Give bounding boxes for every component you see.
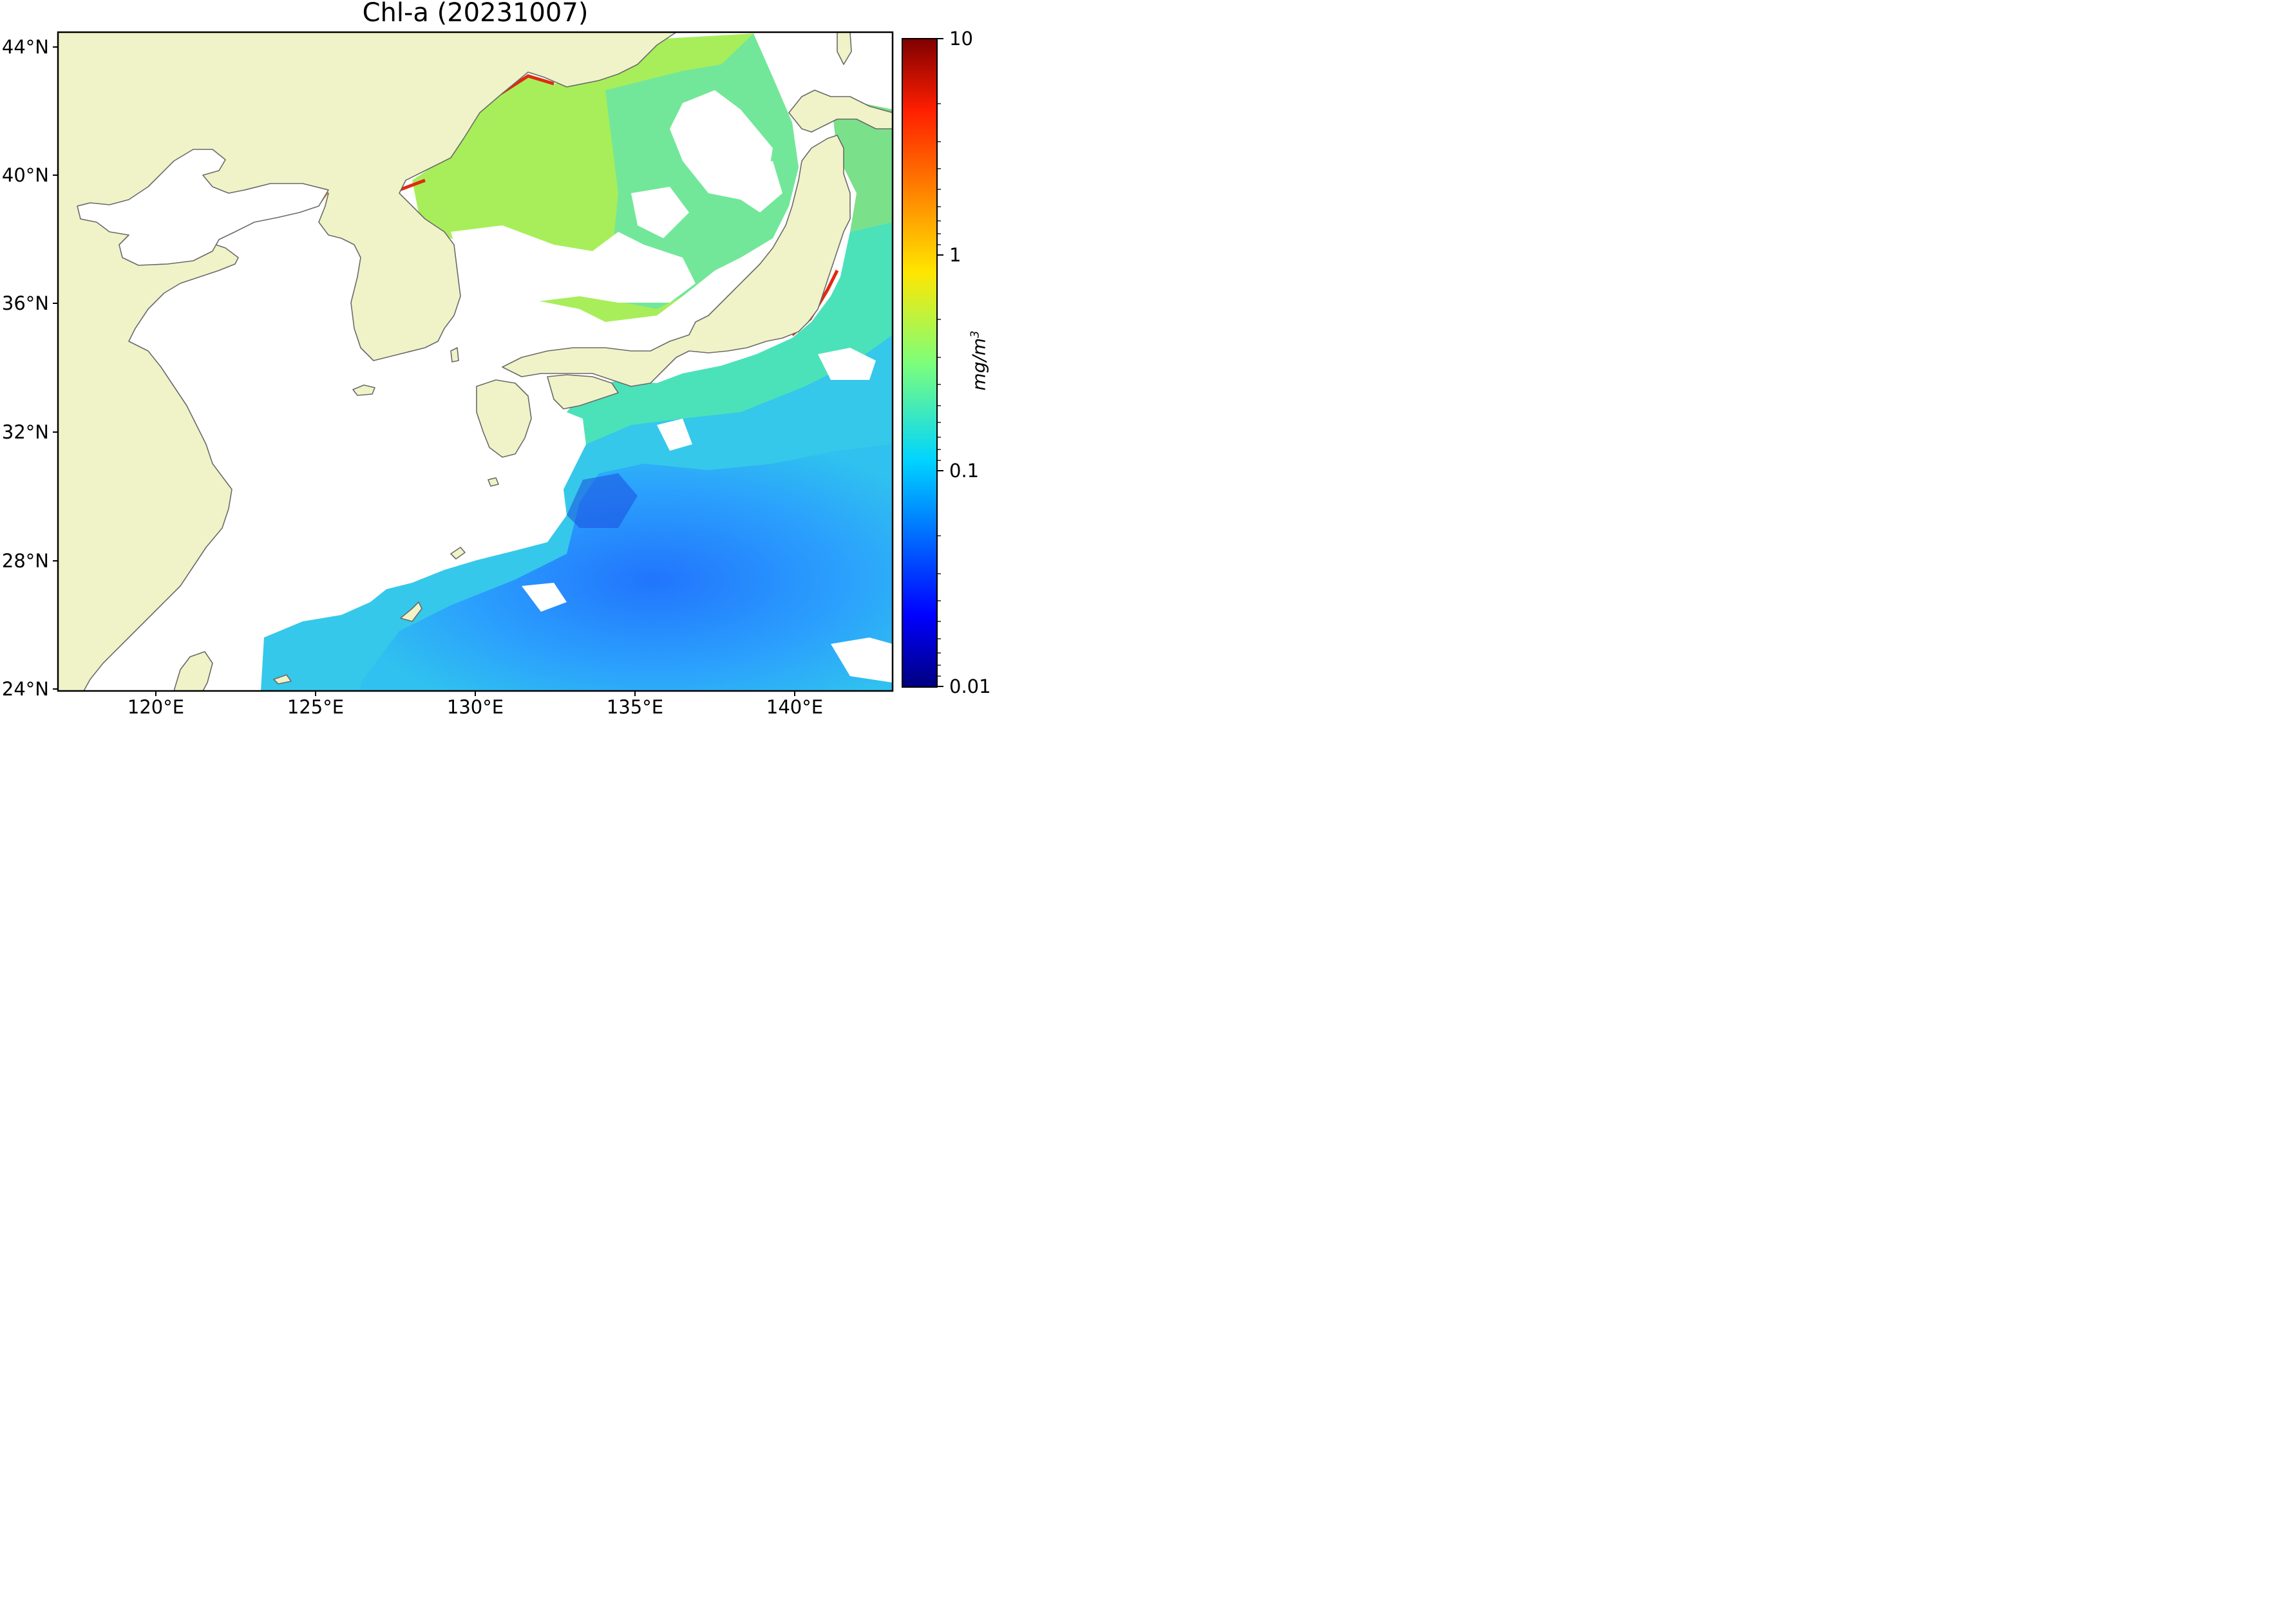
colorbar-tick-label: 0.01	[949, 675, 991, 697]
map-title: Chl-a (20231007)	[362, 0, 589, 28]
japan-kyushu	[476, 379, 532, 458]
cloud-gaps	[451, 90, 893, 683]
colorbar	[902, 38, 938, 688]
chl-deep-blue	[567, 473, 638, 528]
jeju	[352, 384, 375, 396]
colorbar-minor-ticks	[937, 103, 941, 677]
lat-tick-label: 40°N	[1, 164, 49, 186]
japan-honshu	[502, 135, 851, 387]
bohai-sea	[77, 149, 329, 266]
chl-japan-east-pacific	[831, 97, 893, 232]
japan-shikoku	[547, 374, 619, 410]
lon-tick-label: 120°E	[127, 696, 185, 718]
colorbar-major-ticks	[937, 38, 943, 687]
yakushima	[488, 477, 499, 487]
chl-green-band	[567, 222, 893, 444]
sakhalin-tip	[837, 32, 852, 65]
chl-pacific-low	[361, 444, 893, 691]
colorbar-unit-label: mg/m3	[968, 330, 990, 391]
colorbar-tick-label: 10	[949, 28, 973, 50]
lat-tick-label: 44°N	[1, 36, 49, 58]
lon-tick-label: 135°E	[606, 696, 664, 718]
lon-tick-label: 140°E	[766, 696, 824, 718]
lon-tick-label: 125°E	[287, 696, 345, 718]
lon-tick-label: 130°E	[446, 696, 504, 718]
lat-tick-label: 32°N	[1, 421, 49, 443]
lat-tick-label: 24°N	[1, 678, 49, 700]
tsushima	[450, 347, 459, 363]
lat-tick-label: 36°N	[1, 292, 49, 314]
amami	[450, 547, 466, 560]
okinawa	[400, 601, 422, 622]
colorbar-tick-label: 1	[949, 244, 962, 266]
taiwan	[173, 651, 213, 691]
lat-tick-marks	[53, 46, 58, 690]
colorbar-tick-label: 0.1	[949, 460, 980, 482]
ishigaki	[273, 674, 292, 685]
land	[58, 32, 893, 691]
japan-hokkaido	[788, 90, 893, 133]
lat-tick-label: 28°N	[1, 550, 49, 572]
map-figure	[53, 31, 943, 696]
lon-tick-marks	[155, 691, 795, 696]
